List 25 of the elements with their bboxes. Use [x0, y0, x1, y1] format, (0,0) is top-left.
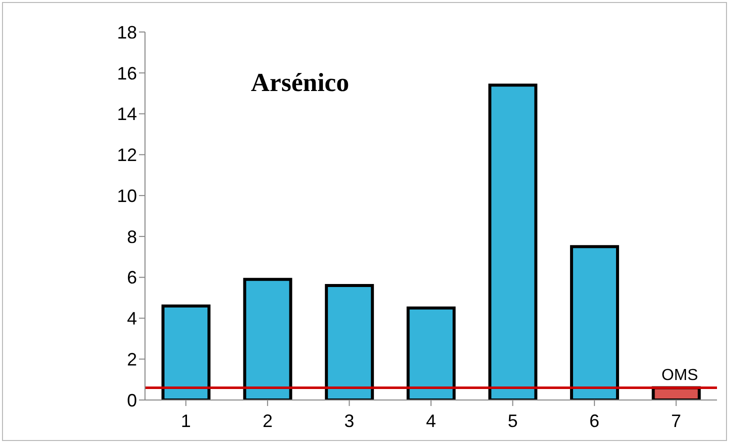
- y-tick-label: 6: [126, 268, 137, 288]
- bar: [243, 278, 292, 400]
- y-tick-label: 16: [116, 63, 137, 84]
- bar: [488, 84, 538, 400]
- x-tick-label: 4: [426, 410, 436, 431]
- bar: [570, 245, 620, 400]
- bar: [161, 304, 210, 400]
- bar: [324, 284, 374, 400]
- x-tick-label: 5: [508, 410, 518, 431]
- y-tick-label: 10: [116, 186, 137, 206]
- bar: [406, 306, 456, 400]
- x-tick-label: 3: [344, 410, 354, 431]
- x-tick-label: 6: [589, 410, 600, 431]
- y-tick-label: 14: [116, 104, 137, 124]
- y-tick-label: 18: [116, 22, 137, 42]
- x-tick-label: 2: [262, 410, 273, 431]
- x-tick-label: 7: [671, 410, 682, 431]
- y-tick-label: 12: [116, 145, 137, 166]
- y-tick-label: 2: [126, 350, 137, 370]
- y-tick-label: 4: [126, 308, 137, 329]
- y-tick-label: 8: [126, 226, 137, 247]
- y-tick-label: 0: [126, 390, 137, 410]
- x-tick-label: 1: [180, 410, 191, 431]
- text: Arsénico: [250, 68, 350, 98]
- ref-line-label: OMS: [662, 367, 698, 384]
